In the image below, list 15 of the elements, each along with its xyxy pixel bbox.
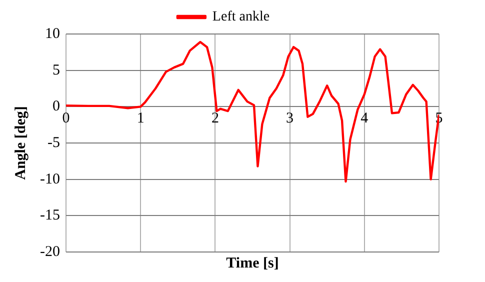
y-axis-title: Angle [deg] — [12, 106, 29, 180]
y-tick-label: -20 — [40, 244, 60, 260]
y-tick-label: 0 — [52, 98, 60, 115]
y-tick-label: 5 — [52, 62, 60, 78]
y-tick-label: -5 — [47, 134, 60, 151]
y-tick-label: -10 — [40, 171, 60, 188]
y-tick-label: 10 — [44, 26, 60, 42]
x-tick-label: 1 — [136, 110, 144, 127]
legend-label: Left ankle — [212, 10, 270, 25]
x-tick-label: 0 — [62, 110, 70, 127]
x-tick-label: 4 — [360, 110, 369, 127]
y-tick-label: -15 — [40, 208, 60, 224]
x-axis-title: Time [s] — [226, 255, 279, 272]
x-tick-label: 2 — [211, 110, 219, 127]
x-tick-label: 3 — [286, 110, 294, 127]
